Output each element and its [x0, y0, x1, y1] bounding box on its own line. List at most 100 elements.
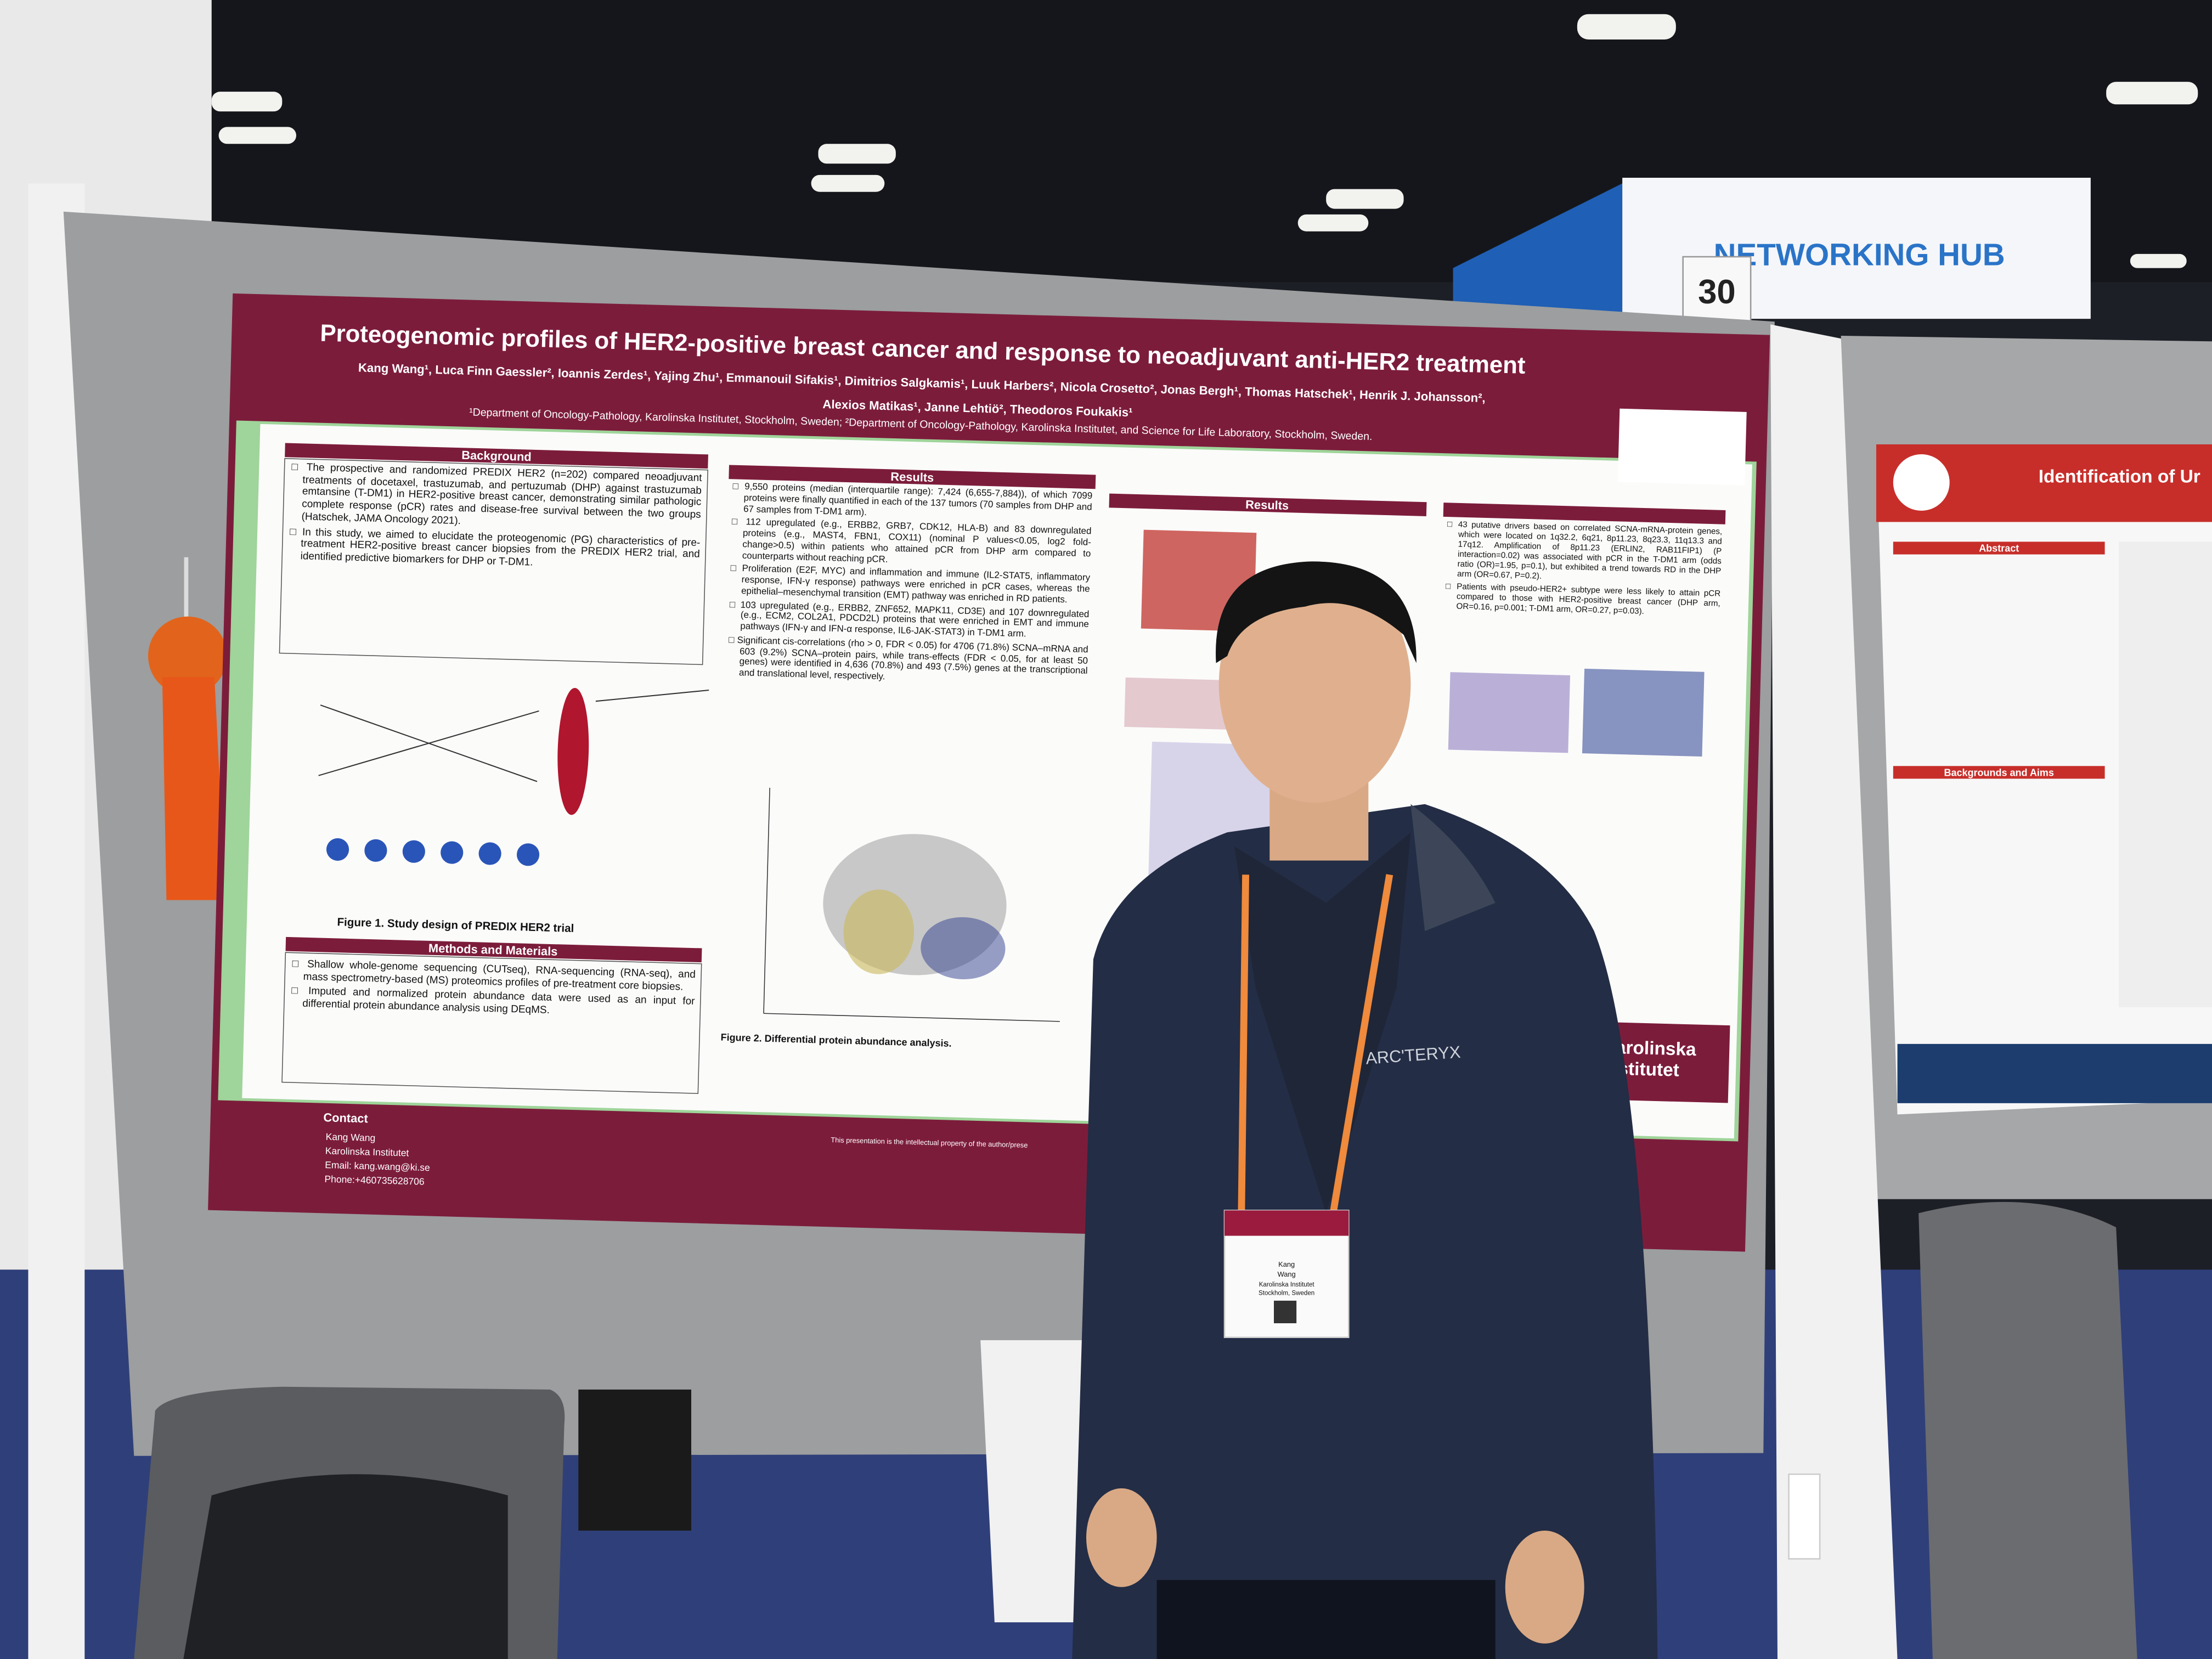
light — [1577, 14, 1676, 40]
trousers — [1156, 1580, 1496, 1659]
sabcs-logo — [1617, 408, 1747, 486]
neighbor-section — [1893, 541, 2105, 555]
axis — [763, 1013, 1060, 1022]
shirt — [1234, 832, 1411, 1214]
section-header — [729, 465, 1096, 489]
contact-line: Karolinska Institutet — [325, 1145, 409, 1158]
volcano-plot — [763, 787, 1060, 1022]
light — [2130, 253, 2187, 268]
neighbor-logo — [1893, 454, 1950, 511]
neighbor-section — [1893, 766, 2105, 779]
light — [218, 127, 296, 144]
timepoints — [326, 838, 540, 866]
bullets: The prospective and randomized PREDIX HE… — [287, 461, 702, 574]
badge-text: Kang — [1278, 1260, 1295, 1268]
section-header — [285, 443, 708, 469]
board-post — [1770, 324, 1898, 1659]
timepoint — [364, 839, 387, 862]
figure-1 — [318, 687, 709, 866]
bullet: 112 upregulated (e.g., ERBB2, GRB7, CDK1… — [729, 517, 1092, 571]
contact-line: Phone:+460735628706 — [324, 1173, 425, 1187]
section-header — [1443, 503, 1726, 524]
sign-side — [1453, 183, 1623, 318]
light — [811, 174, 885, 192]
hood — [1410, 804, 1496, 932]
bullet: 103 upregulated (e.g., ERBB2, ZNF652, MA… — [727, 600, 1089, 642]
surgery-box — [557, 687, 589, 815]
heatmap — [1124, 677, 1232, 730]
neighbor-column — [2119, 541, 2212, 1007]
hair — [1216, 561, 1417, 663]
light — [1326, 189, 1404, 209]
ribbon-rosette — [148, 616, 227, 696]
ribbon-tail — [162, 677, 226, 900]
heatmap — [1582, 668, 1705, 757]
timepoint — [326, 838, 349, 861]
badge-text: Stockholm, Sweden — [1259, 1290, 1314, 1297]
axis — [763, 787, 770, 1014]
backpack — [183, 1474, 508, 1659]
light — [1297, 214, 1369, 232]
board-post — [28, 183, 85, 1659]
neighbor-section-title: Abstract — [1979, 543, 2019, 554]
sign-text: NETWORKING HUB — [1714, 237, 2005, 272]
chair — [1918, 1201, 2137, 1659]
bullet: Significant cis-correlations (rho > 0, F… — [726, 635, 1088, 689]
section-title: Results — [1245, 498, 1289, 512]
hand — [1086, 1488, 1157, 1587]
light — [211, 92, 283, 112]
section-title: Methods and Materials — [428, 941, 558, 958]
badge-text: Karolinska Institutet — [1259, 1282, 1315, 1288]
bar-figure — [1448, 672, 1571, 753]
board-number: 30 — [1698, 273, 1736, 311]
neighbor-title: Identification of Ur — [2039, 466, 2200, 487]
arrow — [318, 710, 539, 776]
bullet: The prospective and randomized PREDIX HE… — [289, 461, 702, 534]
neighbor-section-title: Backgrounds and Aims — [1944, 767, 2054, 778]
bullets: Shallow whole-genome sequencing (CUTseq)… — [290, 958, 696, 1022]
ceiling-lights — [211, 14, 2198, 268]
badge-header — [1224, 1210, 1349, 1236]
contact-title: Contact — [323, 1110, 368, 1125]
section-title: Background — [461, 448, 532, 464]
bullet: Patients with pseudo-HER2+ subtype were … — [1443, 583, 1720, 619]
bullet: In this study, we aimed to elucidate the… — [287, 525, 700, 574]
face — [1218, 566, 1411, 803]
arrow — [595, 690, 709, 702]
timepoint — [516, 843, 540, 866]
section-text: 43 putative drivers based on correlated … — [1442, 521, 1723, 670]
section-header — [1109, 493, 1427, 516]
bullet: 43 putative drivers based on correlated … — [1444, 521, 1723, 588]
bullets: 43 putative drivers based on correlated … — [1443, 521, 1722, 620]
contact-line: Kang Wang — [325, 1131, 375, 1143]
bullets: 9,550 proteins (median (interquartile ra… — [726, 482, 1092, 689]
light — [818, 144, 896, 164]
section-box — [281, 952, 702, 1094]
person: Kang Wang Karolinska Institutet Stockhol… — [1072, 561, 1658, 1659]
timepoint — [402, 840, 425, 863]
light — [2106, 82, 2198, 105]
badge-text: Wang — [1278, 1270, 1296, 1278]
timepoint — [478, 842, 501, 865]
lanyard — [1238, 874, 1393, 1214]
point-cloud — [843, 889, 915, 974]
person-legs — [578, 1389, 691, 1531]
jacket — [1072, 804, 1658, 1659]
section-text: The prospective and randomized PREDIX HE… — [285, 461, 702, 663]
neighbor-footer — [1897, 1043, 2212, 1103]
bullet: Proliferation (E2F, MYC) and inflammatio… — [729, 564, 1091, 607]
section-header — [285, 936, 702, 963]
board-number-card — [1682, 256, 1752, 325]
timepoint — [441, 841, 464, 864]
section-box — [279, 458, 708, 665]
section-text: 9,550 proteins (median (interquartile ra… — [724, 482, 1093, 788]
section-text: Shallow whole-genome sequencing (CUTseq)… — [287, 958, 696, 1093]
qr-code — [1274, 1300, 1297, 1323]
sticker — [1788, 1473, 1821, 1560]
hand — [1505, 1531, 1584, 1644]
point-cloud — [921, 917, 1006, 980]
section-title: Results — [890, 470, 934, 484]
